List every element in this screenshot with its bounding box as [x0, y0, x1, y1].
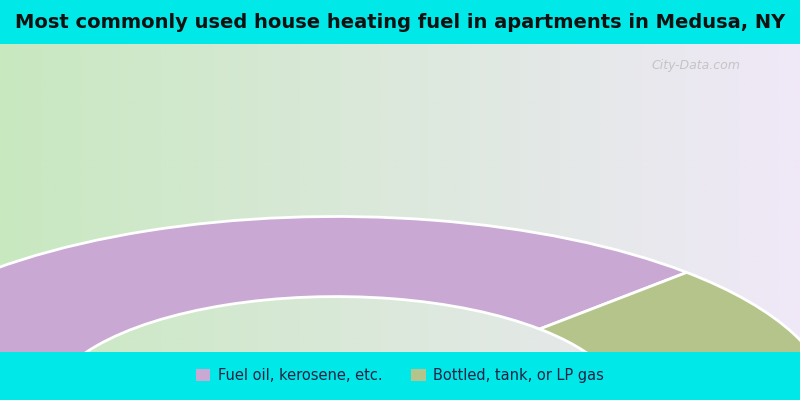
Wedge shape: [0, 216, 686, 400]
Text: Most commonly used house heating fuel in apartments in Medusa, NY: Most commonly used house heating fuel in…: [15, 12, 785, 32]
Text: City-Data.com: City-Data.com: [651, 59, 741, 72]
Wedge shape: [540, 272, 800, 400]
Legend: Fuel oil, kerosene, etc., Bottled, tank, or LP gas: Fuel oil, kerosene, etc., Bottled, tank,…: [190, 362, 610, 389]
